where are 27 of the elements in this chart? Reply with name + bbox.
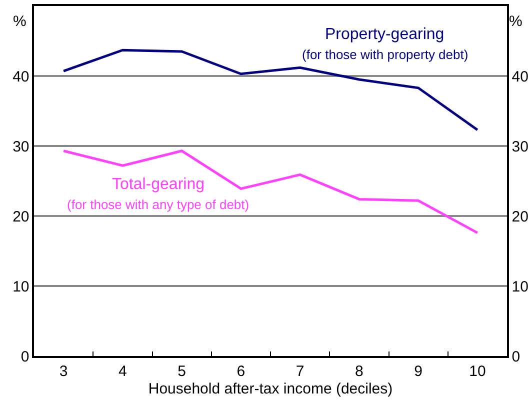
y2-tick-label: 10	[512, 278, 528, 296]
x-tick-label: 9	[414, 362, 422, 380]
line-series	[62, 150, 479, 234]
x-axis-title: Household after-tax income (deciles)	[148, 380, 393, 398]
y-axis-title: %	[13, 13, 26, 30]
y-tick-label: 40	[12, 68, 30, 86]
y-tick-label: 10	[12, 278, 30, 296]
annotation: (for those with any type of debt)	[67, 197, 250, 212]
x-tick-label: 7	[296, 362, 304, 380]
y2-tick-label: 0	[512, 348, 520, 366]
x-tick-label: 8	[355, 362, 364, 380]
x-tick-label: 5	[178, 362, 186, 380]
y-tick-label: 0	[20, 348, 30, 366]
y2-tick-label: 20	[512, 208, 528, 226]
series-label: Property-gearing	[325, 26, 444, 43]
x-tick-label: 3	[59, 362, 68, 380]
x-tick-label: 4	[118, 362, 127, 380]
x-tick-label: 6	[236, 362, 246, 380]
line-series	[62, 48, 479, 132]
y2-tick-label: 40	[512, 68, 528, 86]
x-tick-label: 10	[469, 362, 486, 380]
y2-tick-label: 30	[512, 138, 528, 156]
annotation: (for those with property debt)	[302, 47, 468, 62]
y-tick-label: 30	[12, 138, 30, 156]
y2-axis-title: %	[509, 13, 522, 30]
y-tick-label: 20	[12, 208, 30, 226]
series-label: Total-gearing	[112, 176, 204, 193]
